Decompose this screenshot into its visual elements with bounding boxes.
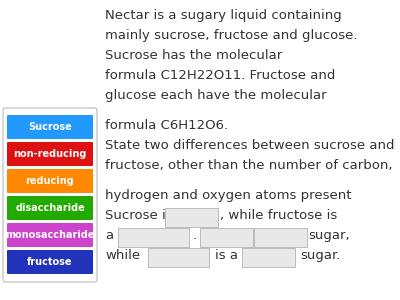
Text: is a: is a [215, 249, 238, 262]
FancyBboxPatch shape [200, 227, 252, 247]
Text: is a: is a [215, 229, 238, 242]
Text: formula C6H12O6.: formula C6H12O6. [105, 119, 228, 132]
Text: mainly sucrose, fructose and glucose.: mainly sucrose, fructose and glucose. [105, 29, 358, 42]
Text: State two differences between sucrose and: State two differences between sucrose an… [105, 139, 394, 152]
FancyBboxPatch shape [242, 248, 294, 266]
FancyBboxPatch shape [164, 208, 218, 226]
Text: fructose: fructose [27, 257, 73, 267]
Text: Sucrose is a: Sucrose is a [105, 209, 185, 222]
Text: while: while [105, 249, 140, 262]
Text: glucose each have the molecular: glucose each have the molecular [105, 89, 327, 102]
FancyBboxPatch shape [7, 169, 93, 193]
Text: reducing: reducing [26, 176, 74, 186]
Text: Nectar is a sugary liquid containing: Nectar is a sugary liquid containing [105, 9, 342, 22]
Text: .: . [193, 229, 197, 242]
FancyBboxPatch shape [148, 248, 208, 266]
Text: non-reducing: non-reducing [13, 149, 87, 159]
FancyBboxPatch shape [7, 142, 93, 166]
Text: sugar,: sugar, [308, 229, 350, 242]
FancyBboxPatch shape [7, 250, 93, 274]
Text: a: a [105, 229, 113, 242]
FancyBboxPatch shape [7, 196, 93, 220]
Text: Sucrose: Sucrose [28, 122, 72, 132]
Text: fructose, other than the number of carbon,: fructose, other than the number of carbo… [105, 159, 392, 172]
FancyBboxPatch shape [118, 227, 188, 247]
Text: , while fructose is: , while fructose is [220, 209, 337, 222]
FancyBboxPatch shape [3, 108, 97, 282]
Text: hydrogen and oxygen atoms present: hydrogen and oxygen atoms present [105, 189, 352, 202]
FancyBboxPatch shape [254, 227, 306, 247]
Text: formula C12H22O11. Fructose and: formula C12H22O11. Fructose and [105, 69, 335, 82]
Text: monosaccharide: monosaccharide [5, 230, 95, 240]
FancyBboxPatch shape [7, 223, 93, 247]
FancyBboxPatch shape [7, 115, 93, 139]
Text: disaccharide: disaccharide [15, 203, 85, 213]
Text: sugar.: sugar. [300, 249, 340, 262]
Text: Sucrose has the molecular: Sucrose has the molecular [105, 49, 282, 62]
